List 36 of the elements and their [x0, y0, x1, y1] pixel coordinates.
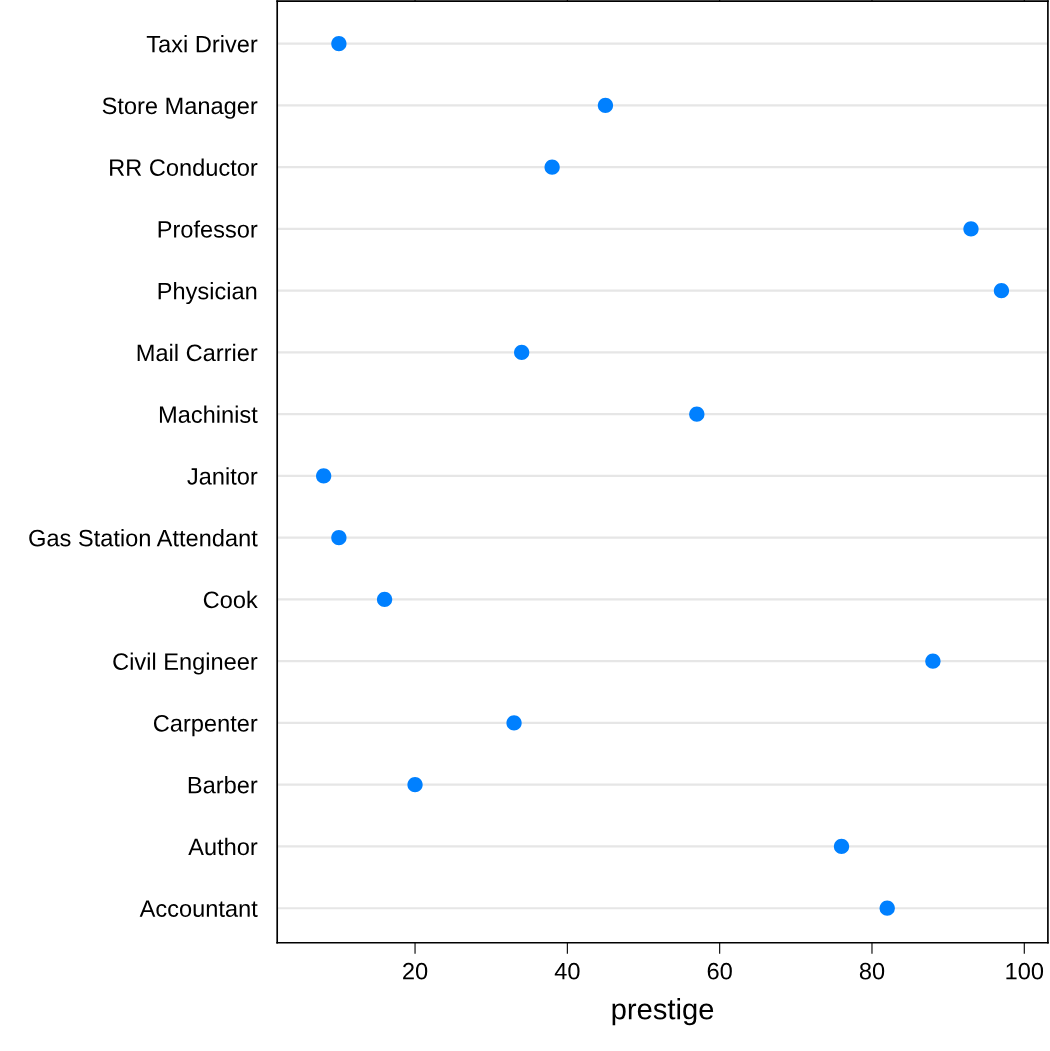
point [331, 36, 347, 52]
point [376, 591, 393, 608]
y-tick-label: Cook [203, 590, 258, 609]
x-tick-label: 100 [1006, 962, 1044, 980]
point [514, 344, 530, 361]
y-tick-label: Author [188, 837, 258, 856]
x-tick-label: 40 [554, 962, 580, 980]
point [925, 653, 941, 669]
y-tick-label: Civil Engineer [113, 652, 258, 675]
y-tick-label: Mail Carrier [137, 343, 258, 362]
point [879, 900, 895, 916]
y-tick-label: RR Conductor [110, 158, 258, 176]
y-tick-label: Carpenter [153, 714, 258, 737]
y-tick-label: Janitor [187, 467, 258, 485]
y-tick-label: Machinist [159, 405, 258, 423]
point [833, 838, 850, 855]
point [407, 777, 423, 793]
y-tick-label: Barber [188, 776, 258, 794]
point [993, 283, 1010, 299]
y-tick-label: Store Manager [102, 97, 258, 119]
y-tick-label: Gas Station Attendant [29, 529, 258, 547]
point [316, 468, 332, 484]
y-tick-label: Accountant [139, 900, 258, 917]
point [597, 97, 614, 114]
point [689, 406, 705, 422]
point [963, 221, 979, 237]
y-tick-label: Professor [158, 220, 258, 238]
point [544, 159, 560, 175]
x-tick-label: 20 [403, 962, 428, 980]
point [331, 530, 347, 546]
x-tick-label: 60 [707, 962, 732, 980]
y-tick-label: Physician [158, 282, 257, 305]
x-tick-label: 80 [859, 962, 885, 980]
x-axis-title: prestige [612, 998, 714, 1026]
point [506, 715, 522, 731]
y-tick-label: Taxi Driver [146, 35, 258, 53]
